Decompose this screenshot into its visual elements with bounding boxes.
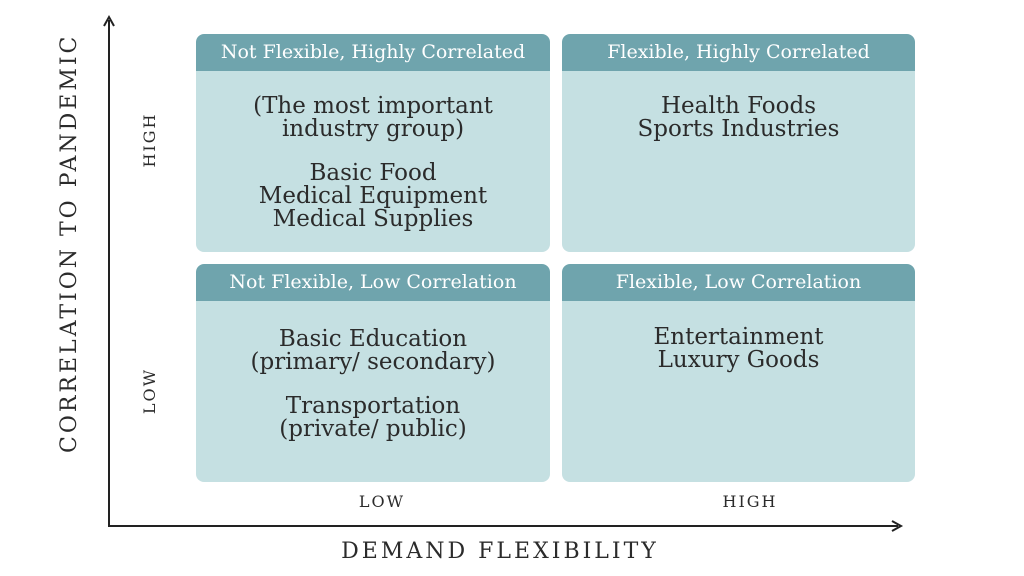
quadrant-bottom-left-body: Basic Education (primary/ secondary) Tra… [196,328,550,441]
top-left-group-1: (The most important industry group) [196,95,550,141]
bottom-left-line: Transportation [285,393,461,419]
x-low-label: LOW [358,492,406,511]
top-left-group-2: Basic Food Medical Equipment Medical Sup… [196,162,550,231]
quadrant-bottom-right: Flexible, Low Correlation Entertainment … [562,264,915,482]
quadrant-bottom-left: Not Flexible, Low Correlation Basic Educ… [196,264,550,482]
x-axis-arrowhead [891,520,904,532]
bottom-right-line: Luxury Goods [657,347,820,373]
bottom-left-group-2: Transportation (private/ public) [196,395,550,441]
bottom-right-group-1: Entertainment Luxury Goods [562,326,915,372]
quadrant-bottom-right-title: Flexible, Low Correlation [562,264,915,301]
y-low-label: LOW [140,367,159,415]
quadrant-top-right-body: Health Foods Sports Industries [562,95,915,141]
quadrant-bottom-left-title: Not Flexible, Low Correlation [196,264,550,301]
bottom-right-line: Entertainment [653,324,824,350]
x-axis-title: DEMAND FLEXIBILITY [341,539,659,564]
top-left-line: industry group) [281,116,465,142]
quadrant-top-left-title: Not Flexible, Highly Correlated [196,34,550,71]
quadrant-top-right: Flexible, Highly Correlated Health Foods… [562,34,915,252]
top-left-line: Medical Supplies [272,206,474,232]
bottom-left-group-1: Basic Education (primary/ secondary) [196,328,550,374]
x-high-label: HIGH [722,492,778,511]
bottom-left-line: Basic Education [278,326,468,352]
bottom-left-line: (private/ public) [279,416,467,442]
top-right-line: Health Foods [660,93,817,119]
bottom-left-line: (primary/ secondary) [250,349,496,375]
top-right-line: Sports Industries [637,116,840,142]
y-high-label: HIGH [140,112,159,168]
quadrant-top-right-title: Flexible, Highly Correlated [562,34,915,71]
top-right-group-1: Health Foods Sports Industries [562,95,915,141]
y-axis-arrowhead [103,14,115,27]
top-left-line: Basic Food [309,160,437,186]
quadrant-bottom-right-body: Entertainment Luxury Goods [562,326,915,372]
top-left-line: (The most important [253,93,493,119]
y-axis-title: CORRELATION TO PANDEMIC [57,33,82,453]
quadrant-top-left: Not Flexible, Highly Correlated (The mos… [196,34,550,252]
quadrant-top-left-body: (The most important industry group) Basi… [196,95,550,231]
top-left-line: Medical Equipment [258,183,488,209]
